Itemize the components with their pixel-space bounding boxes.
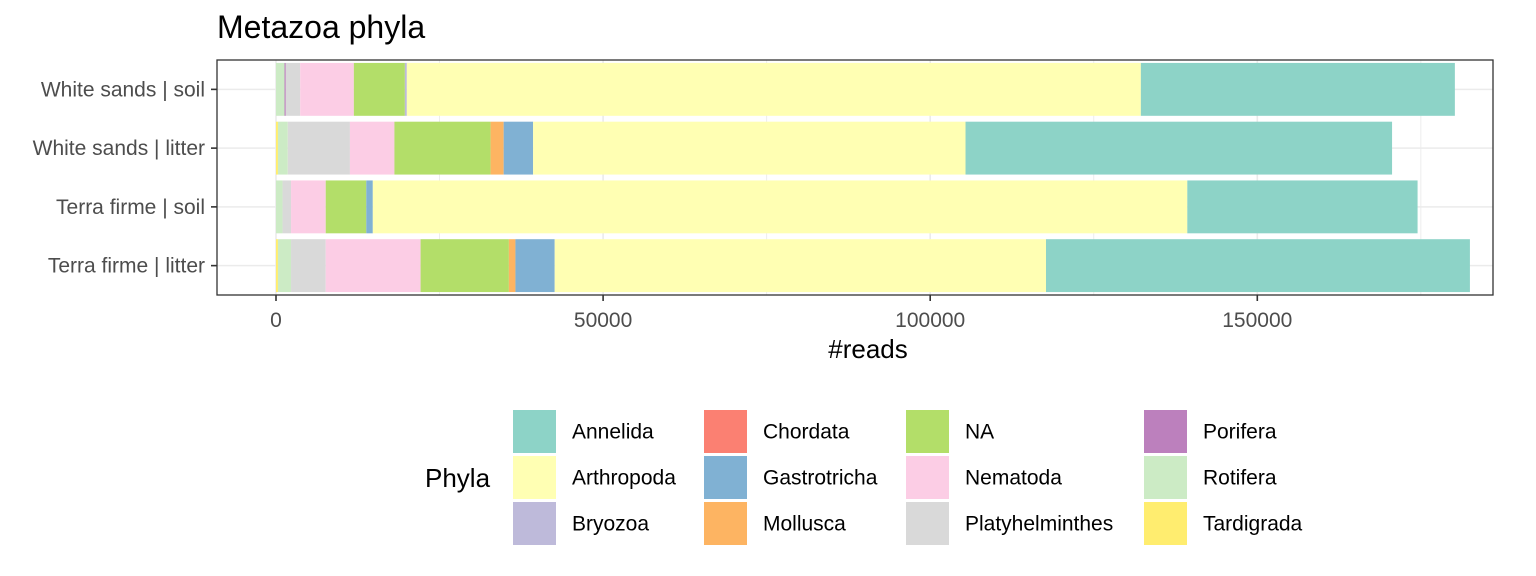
- bar-segment-gastrotricha: [515, 239, 555, 293]
- bar-segment-rotifera: [276, 62, 285, 116]
- x-axis-label: #reads: [828, 334, 908, 364]
- legend-label: Tardigrada: [1203, 513, 1303, 536]
- plot-panel-border: [216, 59, 1494, 296]
- bar-segment-annelida: [965, 121, 1393, 175]
- legend-label: Annelida: [572, 421, 654, 444]
- bar-segment-platyhelminthes: [287, 121, 350, 175]
- legend-key-nematoda: [906, 456, 949, 499]
- legend-key-mollusca: [704, 502, 747, 545]
- bar-segment-nematoda: [291, 180, 326, 234]
- bar-segment-na: [353, 62, 405, 116]
- legend-label: Bryozoa: [572, 513, 649, 536]
- legend-label: Mollusca: [763, 513, 846, 536]
- legend-label: Gastrotricha: [763, 467, 878, 490]
- bar-segment-na: [394, 121, 491, 175]
- y-tick-label: Terra firme | soil: [56, 196, 205, 219]
- bar-segment-nematoda: [349, 121, 395, 175]
- y-tick-label: Terra firme | litter: [48, 255, 205, 278]
- legend-key-porifera: [1144, 410, 1187, 453]
- bar-segment-gastrotricha: [366, 180, 373, 234]
- x-tick-label: 150000: [1222, 309, 1292, 332]
- bar-segment-porifera: [284, 62, 286, 116]
- bar-segment-platyhelminthes: [291, 239, 326, 293]
- bar-segment-bryozoa: [404, 62, 407, 116]
- y-tick-label: White sands | soil: [41, 78, 205, 101]
- bar-segment-nematoda: [325, 239, 421, 293]
- x-axis: 0 50000 100000 150000: [270, 295, 1292, 332]
- bar-segment-annelida: [1187, 180, 1418, 234]
- bar-segment-na: [325, 180, 367, 234]
- y-axis: White sands | soil White sands | litter Te…: [33, 78, 217, 278]
- bar-segment-mollusca: [490, 121, 504, 175]
- legend-key-arthropoda: [513, 456, 556, 499]
- bar-segment-nematoda: [300, 62, 354, 116]
- legend-key-tardigrada: [1144, 502, 1187, 545]
- y-tick-label: White sands | litter: [33, 137, 205, 160]
- legend-label: Rotifera: [1203, 467, 1277, 490]
- bar-segment-arthropoda: [406, 62, 1141, 116]
- x-tick-label: 0: [270, 309, 282, 332]
- bar-segment-rotifera: [277, 121, 288, 175]
- x-tick-label: 50000: [574, 309, 632, 332]
- legend-label: Porifera: [1203, 421, 1277, 444]
- bar-segment-platyhelminthes: [285, 62, 301, 116]
- legend-title: Phyla: [425, 463, 491, 493]
- bar-segment-rotifera: [276, 180, 283, 234]
- bar-segment-annelida: [1140, 62, 1455, 116]
- bar-segment-rotifera: [277, 239, 292, 293]
- bar-segment-tardigrada: [276, 239, 278, 293]
- legend-key-gastrotricha: [704, 456, 747, 499]
- legend-key-platyhelminthes: [906, 502, 949, 545]
- legend-label: Platyhelminthes: [965, 513, 1113, 536]
- chart-title: Metazoa phyla: [217, 9, 425, 45]
- legend-key-na: [906, 410, 949, 453]
- bar-segment-arthropoda: [372, 180, 1188, 234]
- bar-segment-platyhelminthes: [282, 180, 292, 234]
- legend-label: NA: [965, 421, 994, 444]
- bar-segment-tardigrada: [276, 121, 278, 175]
- bar-segment-annelida: [1045, 239, 1470, 293]
- legend-key-rotifera: [1144, 456, 1187, 499]
- bars: [276, 62, 1470, 293]
- legend-label: Chordata: [763, 421, 850, 444]
- legend-label: Nematoda: [965, 467, 1062, 490]
- legend-key-bryozoa: [513, 502, 556, 545]
- x-tick-label: 100000: [895, 309, 965, 332]
- bar-segment-gastrotricha: [503, 121, 534, 175]
- legend: Phyla Annelida Arthropoda Bryozoa Chordata G…: [425, 410, 1303, 545]
- legend-key-annelida: [513, 410, 556, 453]
- bar-segment-mollusca: [508, 239, 516, 293]
- legend-label: Arthropoda: [572, 467, 676, 490]
- bar-segment-arthropoda: [533, 121, 966, 175]
- bar-segment-na: [420, 239, 509, 293]
- legend-key-chordata: [704, 410, 747, 453]
- bar-segment-arthropoda: [554, 239, 1046, 293]
